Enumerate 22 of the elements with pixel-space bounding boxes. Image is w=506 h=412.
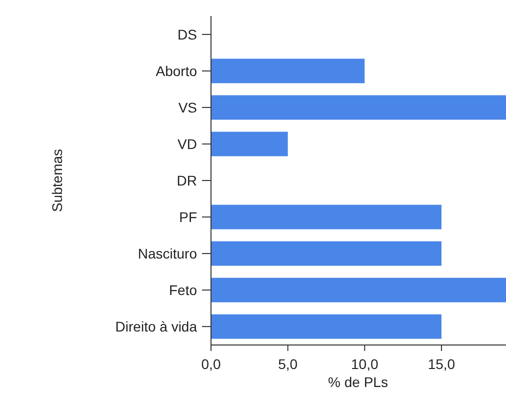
bar [211,95,506,120]
y-tick-label: Aborto [156,62,198,79]
bar [211,204,442,230]
x-tick-label: 5,0 [278,356,298,372]
x-tick-label: 10,0 [351,356,378,372]
y-tick-label: VD [178,136,197,152]
y-tick-label: DS [178,26,197,42]
y-tick-label: PF [179,208,197,225]
bar [211,314,442,339]
x-axis-title: % de PLs [328,374,388,390]
bar [211,132,288,156]
y-tick-label: DR [176,172,197,188]
x-tick-label: 15,0 [428,356,456,372]
bar [211,241,442,266]
y-tick-label: Feto [168,282,198,298]
y-axis-title: Subtemas [49,148,65,212]
x-tick-label: 0,0 [201,356,221,372]
bar [211,58,365,84]
y-tick-label: Nascituro [138,245,198,262]
y-tick-label: VS [178,99,197,116]
bar [211,278,506,302]
y-tick-label: Direito à vida [115,318,198,334]
